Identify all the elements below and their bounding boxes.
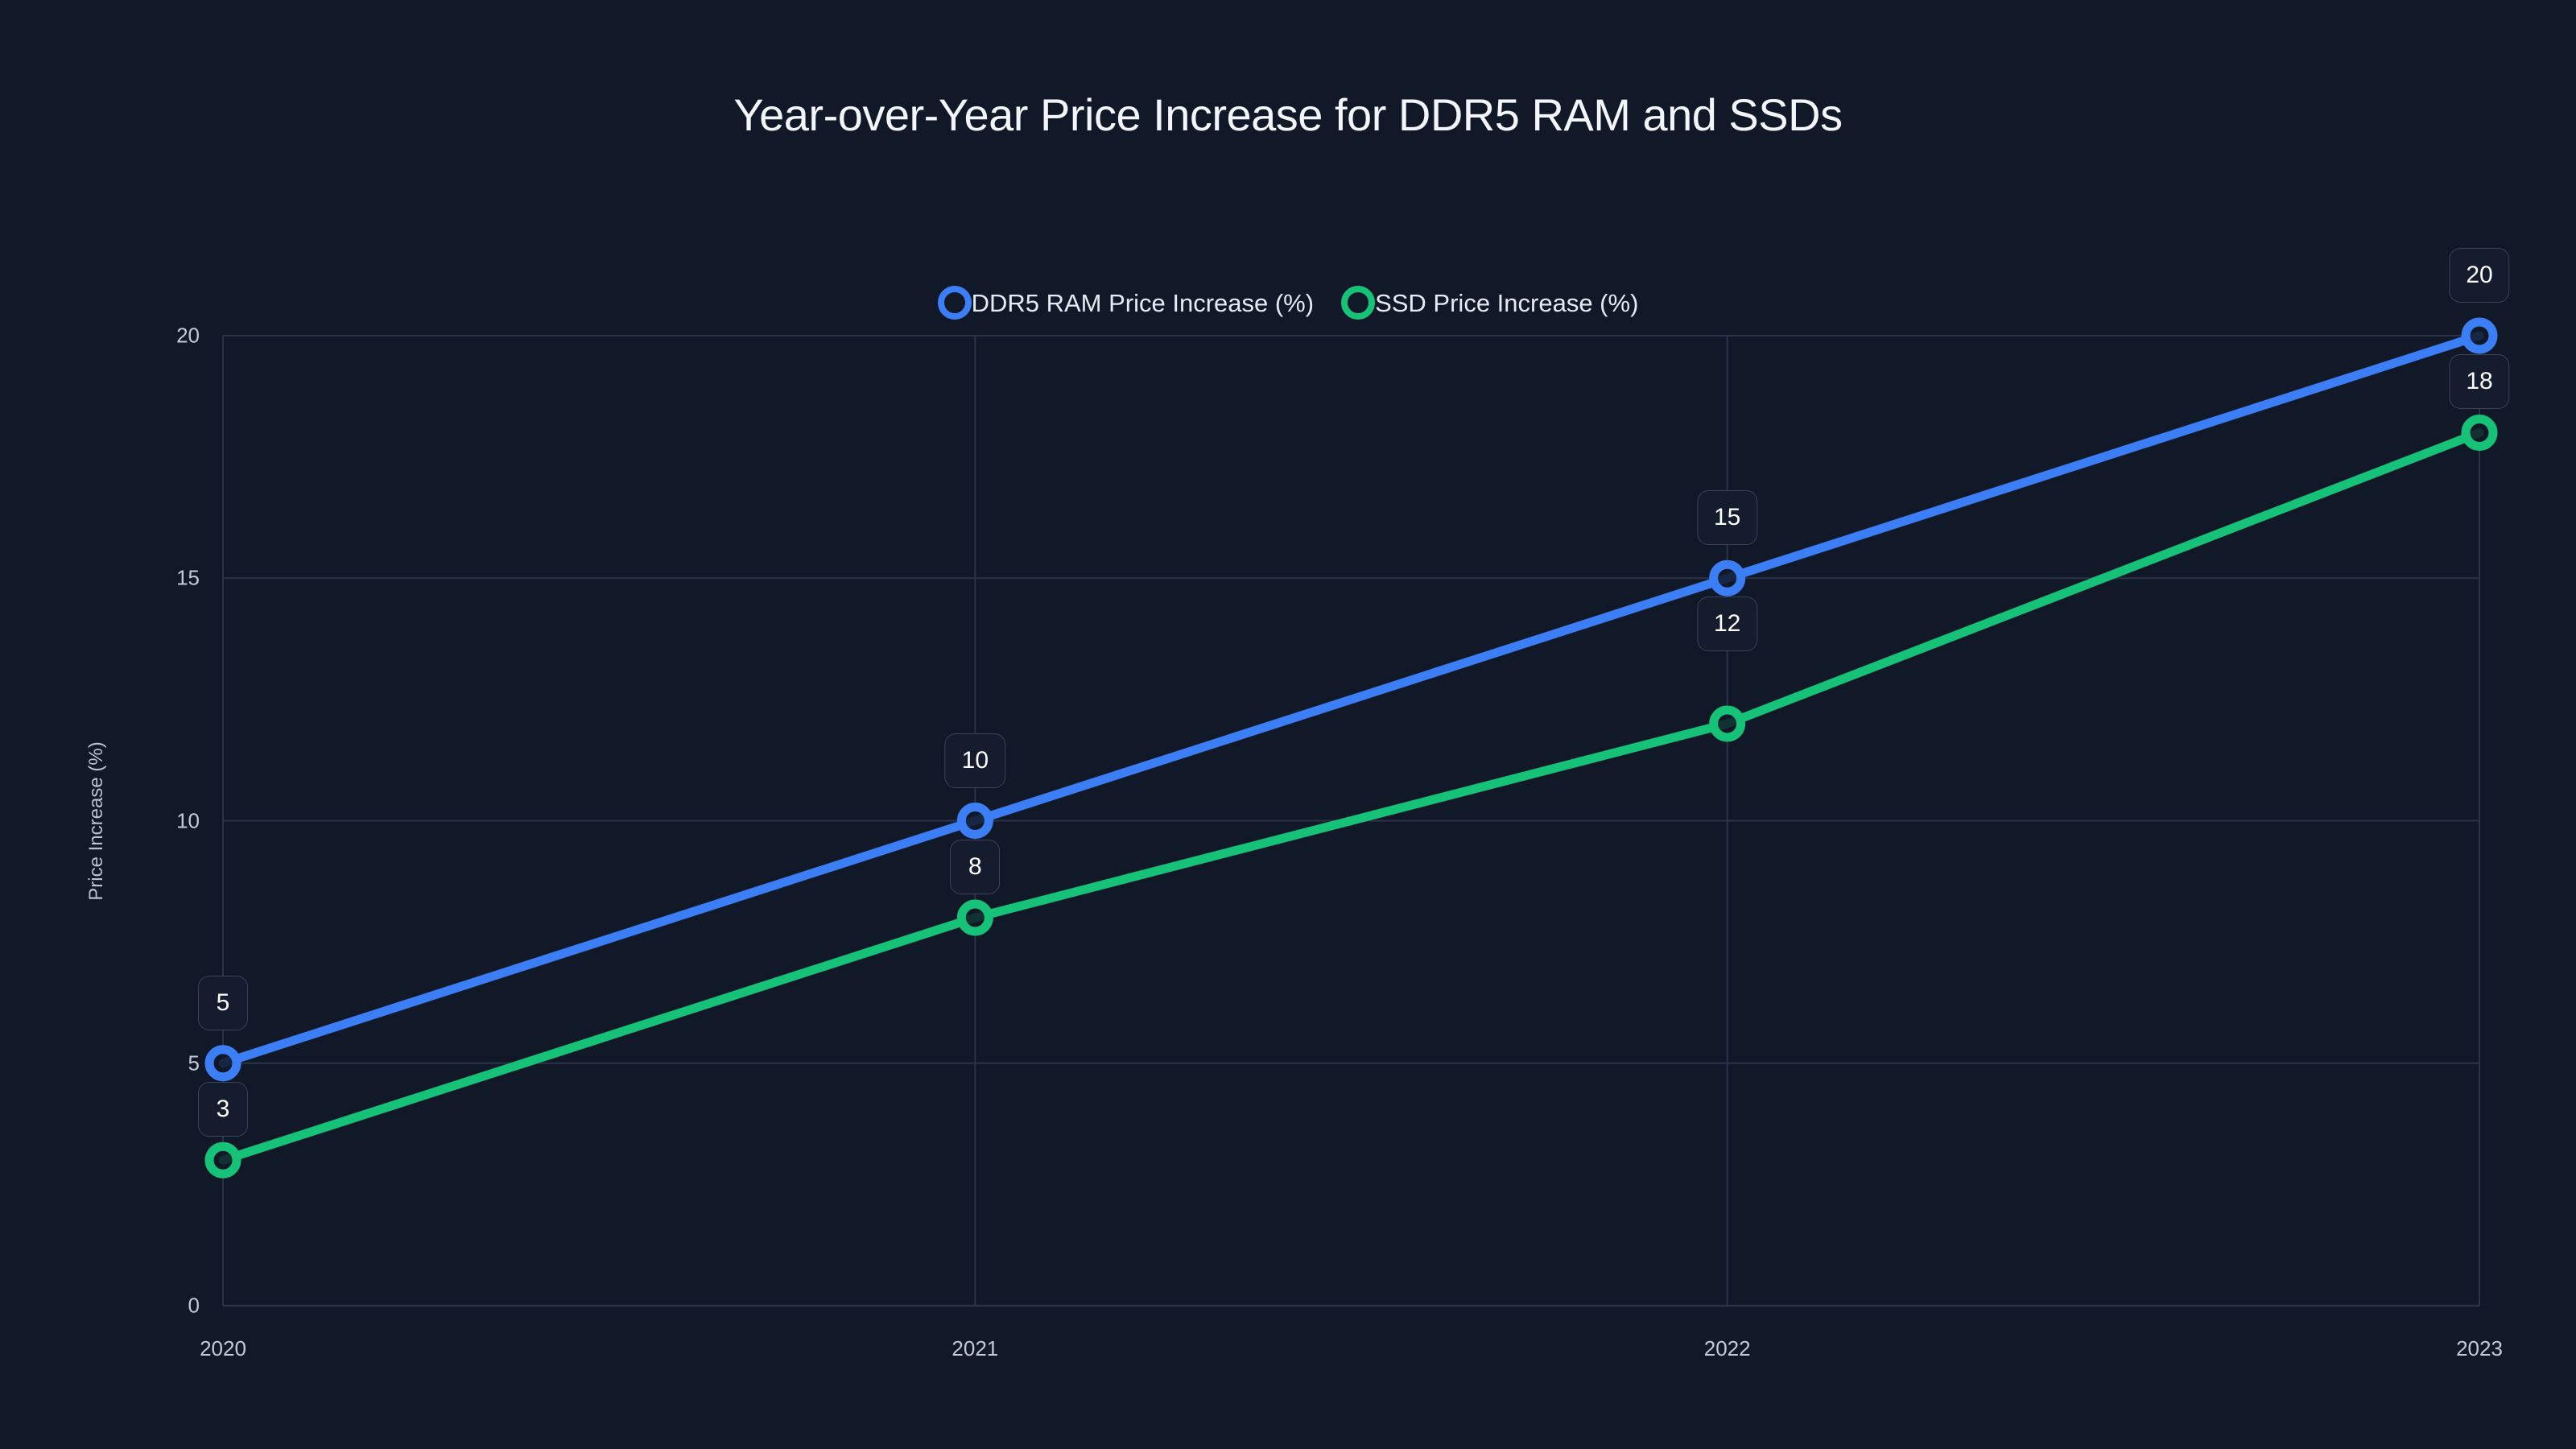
legend-label-ssd: SSD Price Increase (%) <box>1375 288 1639 317</box>
series-line-ssd <box>218 428 2484 1165</box>
legend-item-ddr5[interactable]: DDR5 RAM Price Increase (%) <box>937 286 1315 320</box>
page-title: Year-over-Year Price Increase for DDR5 R… <box>733 89 1843 140</box>
series-line-ddr5 <box>218 331 2484 1068</box>
data-point-marker[interactable] <box>204 1045 242 1082</box>
data-label-chip: 5 <box>198 975 248 1030</box>
y-axis-tick-label: 15 <box>176 565 200 590</box>
data-label-chip: 10 <box>944 733 1006 788</box>
y-axis-tick-label: 20 <box>176 323 200 348</box>
data-point-marker[interactable] <box>956 803 993 839</box>
ring-marker-icon <box>937 286 972 320</box>
data-label-chip: 18 <box>2449 354 2510 409</box>
data-point-marker[interactable] <box>1709 559 1746 597</box>
x-axis-tick-label: 2023 <box>2456 1336 2503 1360</box>
data-point-marker[interactable] <box>204 1141 242 1179</box>
data-label-chip: 15 <box>1696 490 1758 546</box>
data-label-chip: 8 <box>950 839 1001 894</box>
y-axis-tick-label: 0 <box>188 1293 200 1318</box>
legend-item-ssd[interactable]: SSD Price Increase (%) <box>1341 286 1638 320</box>
series-layer <box>204 317 2498 1179</box>
legend-label-ddr5: DDR5 RAM Price Increase (%) <box>971 288 1315 317</box>
y-axis-tick-label: 10 <box>176 808 200 832</box>
x-axis-tick-label: 2022 <box>1703 1336 1751 1360</box>
data-point-marker[interactable] <box>2461 317 2498 354</box>
data-label-chip: 20 <box>2449 248 2510 303</box>
x-axis-tick-label: 2021 <box>952 1336 999 1360</box>
data-point-marker[interactable] <box>956 899 993 936</box>
y-axis-tick-label: 5 <box>188 1051 200 1075</box>
data-point-marker[interactable] <box>1709 705 1746 742</box>
y-axis-ticks: 0 5 10 15 20 <box>145 0 200 1449</box>
data-point-marker[interactable] <box>2461 415 2498 451</box>
data-label-chip: 3 <box>198 1081 248 1137</box>
chart-legend: DDR5 RAM Price Increase (%) SSD Price In… <box>0 286 2576 320</box>
ring-marker-icon <box>1341 286 1376 320</box>
data-label-chip: 12 <box>1696 597 1758 652</box>
x-axis-tick-label: 2020 <box>200 1336 246 1360</box>
